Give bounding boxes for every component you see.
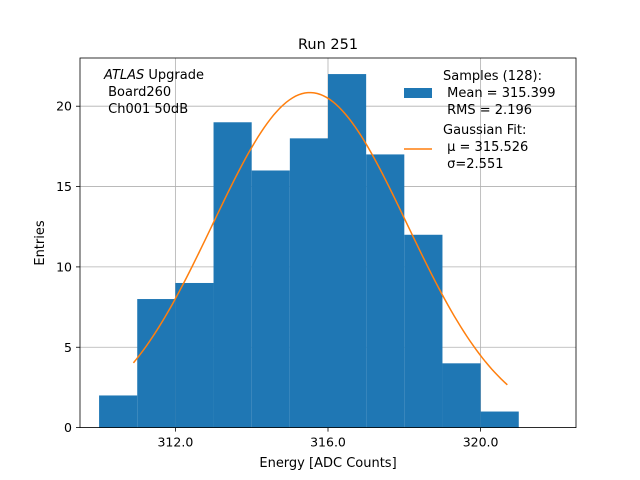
y-tick-label-4: 20 xyxy=(56,99,72,114)
y-tick-label-2: 10 xyxy=(56,259,72,274)
histogram-bar-0 xyxy=(99,395,138,428)
x-tick-label-0: 312.0 xyxy=(157,435,193,450)
annotation-upgrade: Upgrade xyxy=(144,68,204,83)
gaussian-fit-curve xyxy=(132,91,508,386)
histogram-bar-8 xyxy=(404,234,443,428)
histogram-bar-5 xyxy=(289,138,328,428)
legend-fit-label: Gaussian Fit: xyxy=(443,123,526,138)
histogram-bars xyxy=(99,74,519,428)
histogram-bar-6 xyxy=(328,74,367,428)
annotation-board: Board260 xyxy=(104,85,171,100)
x-tick-label-2: 320.0 xyxy=(463,435,499,450)
histogram-bar-4 xyxy=(251,170,290,428)
x-axis-label: Energy [ADC Counts] xyxy=(259,456,396,471)
y-tick-label-0: 0 xyxy=(64,420,72,435)
histogram-bar-10 xyxy=(480,411,519,428)
histogram-bar-1 xyxy=(137,299,176,428)
histogram-bar-3 xyxy=(213,122,252,428)
legend: Samples (128): Mean = 315.399 RMS = 2.19… xyxy=(404,69,555,172)
legend-mu-label: μ = 315.526 xyxy=(443,140,528,155)
annotation-line-1: ATLAS Upgrade xyxy=(103,68,204,83)
x-tick-label-1: 316.0 xyxy=(310,435,346,450)
legend-rms-label: RMS = 2.196 xyxy=(443,103,532,118)
histogram-bar-9 xyxy=(442,363,481,428)
annotation-atlas: ATLAS xyxy=(103,68,144,83)
legend-sigma-label: σ=2.551 xyxy=(443,157,503,172)
y-axis-label: Entries xyxy=(33,220,48,266)
atlas-annotation: ATLAS Upgrade Board260 Ch001 50dB xyxy=(103,68,204,117)
histogram-bar-7 xyxy=(366,154,405,428)
y-tick-label-1: 5 xyxy=(64,340,72,355)
legend-samples-label: Samples (128): xyxy=(443,69,542,84)
histogram-bar-2 xyxy=(175,282,214,428)
annotation-channel: Ch001 50dB xyxy=(104,102,188,117)
y-tick-label-3: 15 xyxy=(56,179,72,194)
chart-title: Run 251 xyxy=(298,37,358,53)
legend-histogram-swatch xyxy=(404,88,432,98)
axis-ticks: 312.0 316.0 320.0 0 5 10 15 20 xyxy=(56,99,498,450)
legend-mean-label: Mean = 315.399 xyxy=(443,86,555,101)
